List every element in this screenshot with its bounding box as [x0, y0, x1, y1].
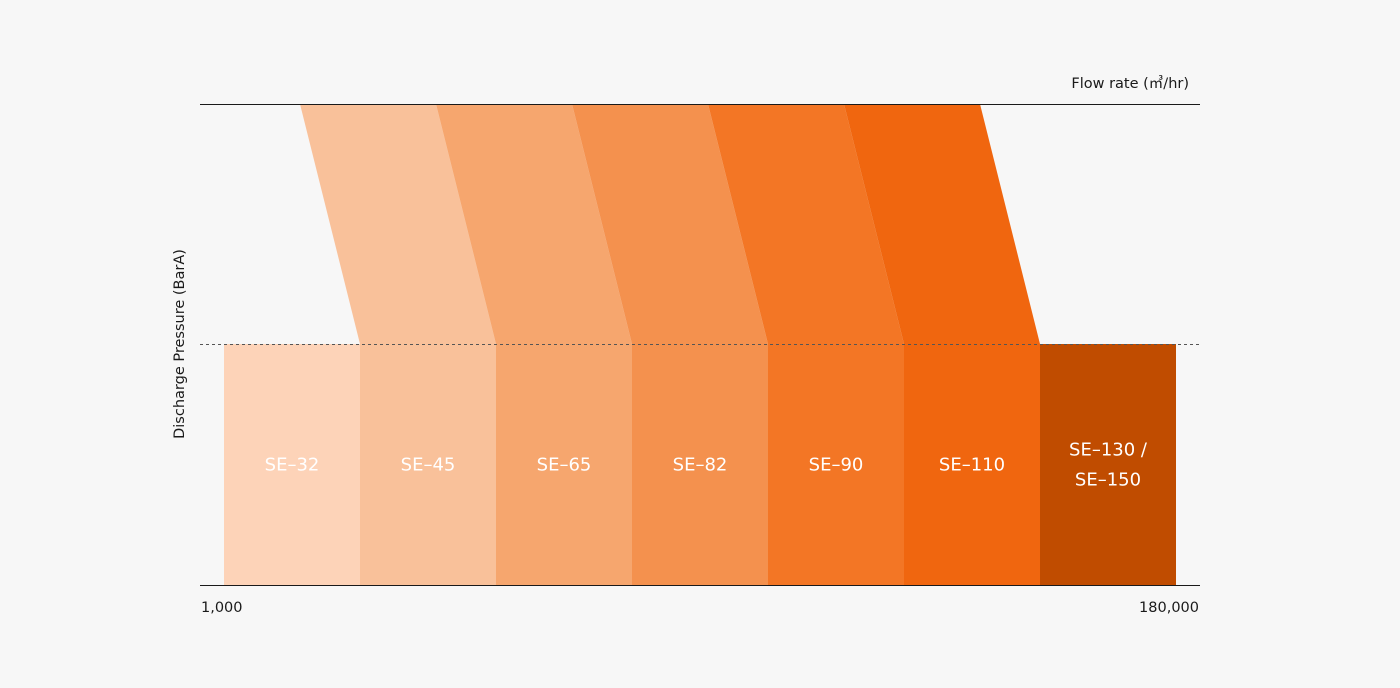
bar-label-se-45: SE–45	[401, 455, 456, 476]
high-pressure-bands	[300, 104, 1040, 344]
bar-se-82	[632, 344, 768, 585]
band-se-65	[436, 104, 632, 344]
band-se-110	[844, 104, 1040, 344]
band-se-90	[708, 104, 904, 344]
bar-label-se-130-se-150-line-1: SE–130 /	[1069, 440, 1148, 461]
x-axis-title: Flow rate (㎥/hr)	[1071, 75, 1189, 92]
bar-se-65	[496, 344, 632, 585]
bar-label-se-65: SE–65	[537, 455, 592, 476]
x-tick-label-max: 180,000	[1139, 600, 1199, 616]
bar-se-130-se-150	[1040, 344, 1176, 585]
bars: SE–32 SE–45 SE–65 SE–82 SE–90 SE–110 SE–130 / S…	[224, 344, 1176, 585]
band-se-82	[572, 104, 768, 344]
bar-label-se-90: SE–90	[809, 455, 864, 476]
x-tick-label-min: 1,000	[201, 600, 243, 616]
bar-label-se-32: SE–32	[265, 455, 320, 476]
bar-label-se-110: SE–110	[939, 455, 1005, 476]
bar-se-110	[904, 344, 1040, 585]
band-se-45	[300, 104, 496, 344]
y-axis-title: Discharge Pressure (BarA)	[172, 249, 188, 439]
bar-se-32	[224, 344, 360, 585]
bar-label-se-130-se-150-line-2: SE–150	[1075, 470, 1141, 491]
bar-se-90	[768, 344, 904, 585]
bar-label-se-82: SE–82	[673, 455, 728, 476]
bar-se-45	[360, 344, 496, 585]
